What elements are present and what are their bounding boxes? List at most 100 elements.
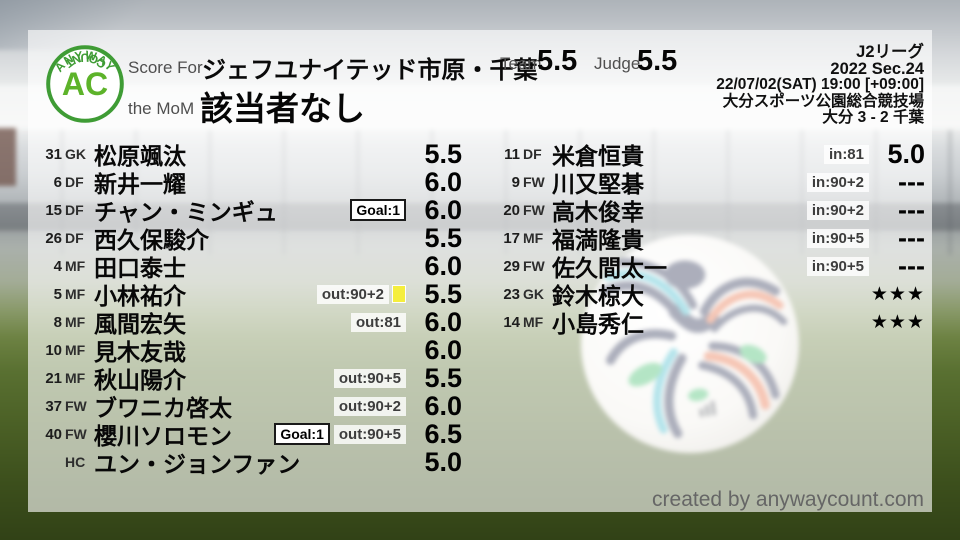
player-number: 9 — [511, 173, 520, 191]
player-position: DF — [65, 174, 84, 190]
player-number: 6 — [53, 173, 62, 191]
match-result: 大分 3 - 2 千葉 — [822, 109, 924, 126]
player-rating: --- — [898, 250, 925, 281]
player-row: 20 FW 高木俊幸 in:90+2 --- — [494, 195, 925, 226]
player-rating: ★★★ — [870, 283, 925, 305]
content-panel — [28, 30, 932, 512]
player-row: 26 DF 西久保駿介 5.5 — [36, 222, 462, 254]
player-row: 9 FW 川又堅碁 in:90+2 --- — [494, 166, 925, 198]
team-score-value: 5.5 — [537, 45, 578, 77]
judge-score-label: Judge — [594, 54, 641, 73]
match-section: 2022 Sec.24 — [830, 59, 924, 78]
player-name: 小島秀仁 — [552, 311, 644, 337]
player-rating: 5.5 — [424, 362, 462, 393]
player-row: 5 MF 小林祐介 out:90+2 5.5 — [36, 278, 462, 310]
player-rating: 5.0 — [887, 138, 925, 169]
player-name: 米倉恒貴 — [552, 143, 644, 169]
player-name: チャン・ミンギュ — [94, 199, 278, 225]
sub-badge: out:81 — [351, 312, 406, 332]
player-rating: 5.5 — [424, 278, 462, 309]
player-position: GK — [65, 146, 86, 162]
player-position: DF — [65, 202, 84, 218]
player-row: 8 MF 風間宏矢 out:81 6.0 — [36, 307, 462, 338]
player-row: 10 MF 見木友哉 6.0 — [36, 334, 462, 366]
player-row: 4 MF 田口泰士 6.0 — [36, 250, 462, 282]
player-number: 31 — [45, 145, 62, 163]
score-for-label: Score For — [128, 58, 203, 77]
player-position: MF — [65, 314, 86, 330]
player-row: 40 FW 櫻川ソロモン Goal:1 out:90+5 6.5 — [36, 418, 462, 450]
player-name: ユン・ジョンファン — [94, 451, 301, 477]
player-rating: ★★★ — [870, 311, 925, 333]
player-number: 5 — [53, 285, 62, 303]
player-name: 田口泰士 — [94, 255, 186, 281]
sub-badge: out:90+5 — [333, 368, 406, 388]
player-number: 23 — [503, 285, 520, 303]
svg-text:COUNT: COUNT — [61, 50, 109, 71]
yellow-card-icon — [392, 285, 406, 303]
anywaycount-logo: ANYWAY COUNT AC — [46, 45, 124, 123]
player-rating: 6.0 — [424, 250, 462, 281]
player-rating: 6.0 — [424, 334, 462, 365]
player-name: 川又堅碁 — [552, 171, 644, 197]
player-row: 37 FW ブワニカ啓太 out:90+2 6.0 — [36, 391, 462, 422]
sub-badge: in:90+2 — [806, 172, 869, 192]
player-row: 31 GK 松原颯汰 5.5 — [36, 139, 462, 170]
player-number: 20 — [503, 201, 520, 219]
match-datetime: 22/07/02(SAT) 19:00 [+09:00] — [716, 76, 924, 93]
credit-text: created by anywaycount.com — [652, 488, 924, 511]
player-position: FW — [523, 258, 545, 274]
player-rating: --- — [898, 166, 925, 197]
player-row: 23 GK 鈴木椋大 ★★★ — [494, 280, 925, 309]
team-score-label: Team — [500, 54, 542, 73]
player-rating: 6.0 — [424, 166, 462, 197]
player-number: 8 — [53, 313, 62, 331]
player-row: 11 DF 米倉恒貴 in:81 5.0 — [494, 138, 925, 170]
player-rating: 6.5 — [424, 418, 462, 449]
player-position: MF — [523, 314, 544, 330]
player-name: 西久保駿介 — [94, 227, 209, 253]
player-name: 新井一耀 — [94, 171, 186, 197]
logo-initials: AC — [62, 66, 108, 102]
player-name: 佐久間太一 — [552, 255, 667, 281]
player-name: 小林祐介 — [94, 283, 186, 309]
player-position: MF — [65, 258, 86, 274]
players-right: 11 DF 米倉恒貴 in:81 5.0 9 FW 川又堅碁 in:90+2 --- 20 FW 高木俊… — [494, 138, 925, 480]
player-rating: --- — [898, 222, 925, 253]
players-left: 31 GK 松原颯汰 5.5 6 DF 新井一耀 6.0 15 DF チャン・ミンギュ Goal:1 6… — [36, 139, 462, 480]
player-name: 松原颯汰 — [94, 143, 186, 169]
player-row: 29 FW 佐久間太一 in:90+5 --- — [494, 250, 925, 282]
player-position: FW — [65, 426, 87, 442]
mom-label: the MoM — [128, 99, 195, 118]
player-rating: 5.5 — [424, 222, 462, 253]
player-name: 秋山陽介 — [94, 367, 186, 393]
player-position: DF — [65, 230, 84, 246]
player-name: 福満隆貴 — [552, 227, 644, 253]
sub-badge: out:90+5 — [333, 424, 406, 444]
player-number: 26 — [45, 229, 62, 247]
player-row: 14 MF 小島秀仁 ★★★ — [494, 308, 925, 337]
sub-badge: out:90+2 — [316, 284, 389, 304]
player-number: 15 — [45, 201, 62, 219]
player-name: 櫻川ソロモン — [94, 423, 232, 449]
match-info: J2リーグ 2022 Sec.24 22/07/02(SAT) 19:00 [+… — [716, 44, 924, 127]
sub-badge: in:90+5 — [806, 256, 869, 276]
player-number: 14 — [503, 313, 520, 331]
player-number: 4 — [53, 257, 62, 275]
player-name: ブワニカ啓太 — [94, 395, 232, 421]
player-number: 21 — [45, 369, 62, 387]
player-number: 17 — [503, 229, 520, 247]
player-row: HC ユン・ジョンファン 5.0 — [36, 446, 462, 478]
player-row: 6 DF 新井一耀 6.0 — [36, 166, 462, 198]
player-name: 鈴木椋大 — [552, 283, 644, 309]
player-row: 17 MF 福満隆貴 in:90+5 --- — [494, 222, 925, 254]
player-rating: 5.0 — [424, 446, 462, 477]
player-rating: 6.0 — [424, 194, 462, 225]
mom-value: 該当者なし — [200, 90, 365, 127]
goal-badge: Goal:1 — [350, 199, 406, 221]
player-name: 高木俊幸 — [552, 199, 644, 225]
player-name: 見木友哉 — [94, 339, 186, 365]
match-league: J2リーグ — [856, 43, 924, 61]
player-number: 11 — [504, 145, 520, 163]
